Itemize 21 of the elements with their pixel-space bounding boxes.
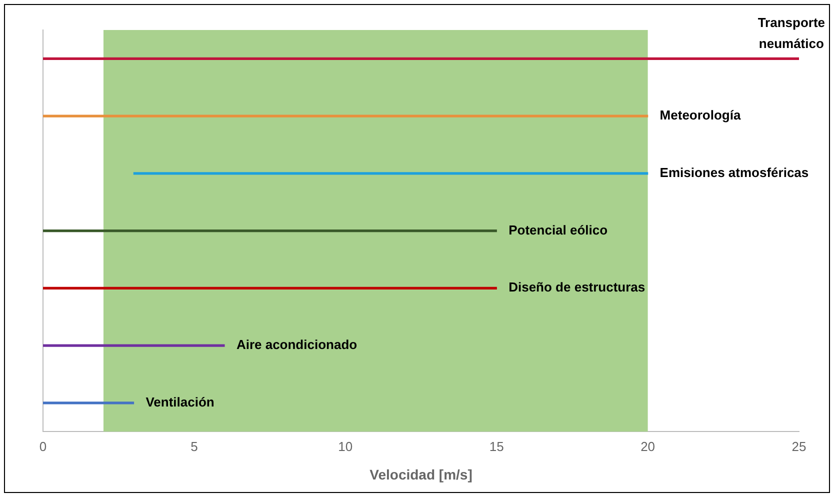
bar <box>43 57 799 60</box>
bar <box>43 344 225 347</box>
x-tick-label: 10 <box>338 438 353 454</box>
x-tick-label: 25 <box>792 438 806 454</box>
y-tick-label: Emisiones atmosféricas <box>660 165 809 180</box>
x-tick-label: 5 <box>190 438 198 454</box>
x-tick-label: 0 <box>39 438 47 454</box>
bar <box>133 172 648 175</box>
bar <box>43 229 497 232</box>
y-tick-label: Potencial eólico <box>508 222 608 238</box>
x-tick-label: 15 <box>489 438 504 454</box>
y-tick-label: Ventilación <box>146 394 214 410</box>
y-tick-label: Meteorología <box>660 108 742 123</box>
y-tick-label: Transporte neumático <box>758 14 826 51</box>
x-tick-label: 20 <box>640 438 656 454</box>
bar <box>43 286 497 290</box>
x-axis-title: Velocidad [m/s] <box>370 466 472 482</box>
y-tick-label: Aire acondicionado <box>236 337 358 352</box>
bar <box>43 402 134 404</box>
y-tick-label: Diseño de estructuras <box>508 280 646 295</box>
bar <box>43 114 648 118</box>
